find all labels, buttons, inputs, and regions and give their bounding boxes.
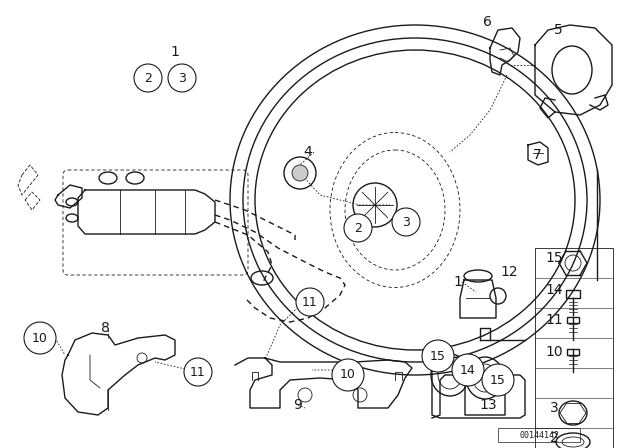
Circle shape <box>24 322 56 354</box>
Text: 8: 8 <box>100 321 109 335</box>
Circle shape <box>292 165 308 181</box>
Text: 6: 6 <box>483 15 492 29</box>
Text: 3: 3 <box>402 215 410 228</box>
Text: 15: 15 <box>545 251 563 265</box>
Text: 14: 14 <box>545 283 563 297</box>
Bar <box>566 290 580 298</box>
Bar <box>498 428 580 442</box>
Circle shape <box>184 358 212 386</box>
Bar <box>567 317 579 323</box>
Text: 4: 4 <box>303 145 312 159</box>
Text: 2: 2 <box>144 72 152 85</box>
Text: 14: 14 <box>460 363 476 376</box>
Text: 1: 1 <box>171 45 179 59</box>
Text: 7: 7 <box>532 148 541 162</box>
Circle shape <box>422 340 454 372</box>
Circle shape <box>344 214 372 242</box>
Circle shape <box>168 64 196 92</box>
Text: 10: 10 <box>340 369 356 382</box>
Text: 13: 13 <box>479 398 497 412</box>
Circle shape <box>332 359 364 391</box>
Text: 15: 15 <box>490 374 506 387</box>
Text: 5: 5 <box>554 23 563 37</box>
Text: 2: 2 <box>354 221 362 234</box>
Circle shape <box>296 288 324 316</box>
Text: 11: 11 <box>302 296 318 309</box>
Bar <box>567 349 579 355</box>
Bar <box>535 248 613 448</box>
Text: 12: 12 <box>500 265 518 279</box>
Text: 3: 3 <box>550 401 558 415</box>
Text: 10: 10 <box>32 332 48 345</box>
Text: 15: 15 <box>430 349 446 362</box>
Circle shape <box>392 208 420 236</box>
Circle shape <box>134 64 162 92</box>
Text: 10: 10 <box>545 345 563 359</box>
Text: 1: 1 <box>454 275 463 289</box>
Circle shape <box>482 364 514 396</box>
Text: 2: 2 <box>550 431 558 445</box>
Text: 11: 11 <box>545 313 563 327</box>
Text: 00144142: 00144142 <box>519 431 559 439</box>
Circle shape <box>452 354 484 386</box>
Text: 9: 9 <box>294 398 303 412</box>
Text: 11: 11 <box>190 366 206 379</box>
Text: 3: 3 <box>178 72 186 85</box>
